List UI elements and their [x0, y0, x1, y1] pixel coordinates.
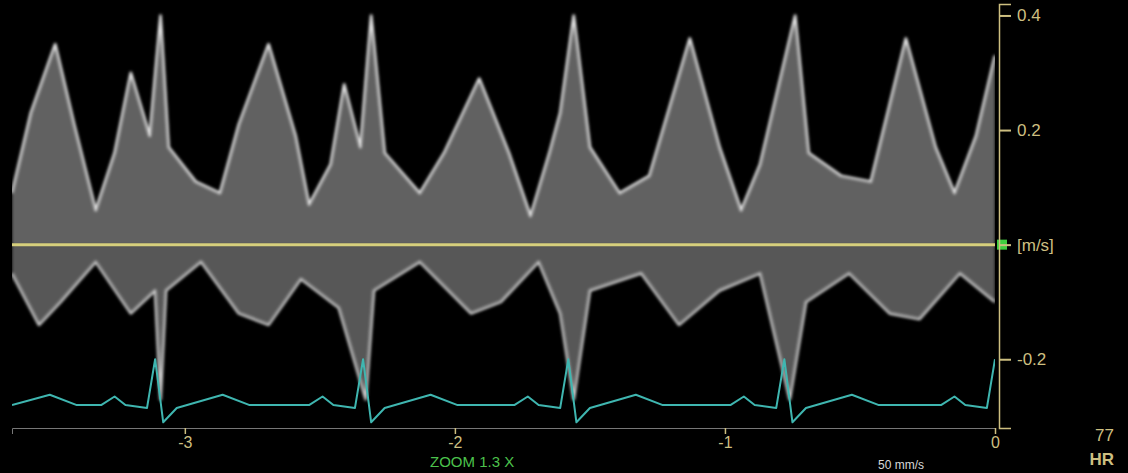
x-tick-mark: [995, 428, 997, 434]
x-tick: -1: [718, 428, 732, 451]
x-tick-mark: [455, 428, 457, 434]
y-tick-label: 0.4: [1017, 6, 1041, 25]
y-tick: [m/s]: [999, 236, 1054, 255]
y-tick-mark: [999, 15, 1011, 17]
sweep-speed: 50 mm/s: [878, 458, 924, 472]
y-tick: 0.4: [999, 6, 1041, 25]
chart: 0.4 0.2 [m/s] -0.2 -3 -2 -1 0 ZOOM 1.3 X 50 mm/s 7…: [0, 0, 1128, 473]
x-tick: -3: [178, 428, 192, 451]
zoom-label: ZOOM 1.3 X: [430, 453, 514, 470]
x-tick-mark: [185, 428, 187, 434]
spectrum-area: [12, 15, 995, 244]
y-tick-label: [m/s]: [1017, 236, 1054, 255]
y-axis: 0.4 0.2 [m/s] -0.2: [999, 5, 1054, 429]
y-tick-mark: [999, 359, 1011, 361]
x-tick: -2: [448, 428, 462, 451]
spectrum-area: [12, 245, 995, 400]
y-tick-label: 0.2: [1017, 121, 1041, 140]
x-axis: -3 -2 -1 0: [13, 428, 1001, 451]
y-tick: -0.2: [999, 350, 1046, 369]
y-tick: 0.2: [999, 121, 1041, 140]
y-tick-label: -0.2: [1017, 350, 1046, 369]
y-axis-line: [1000, 5, 1012, 429]
heart-rate-value: 77: [1095, 426, 1114, 445]
x-tick-label: -3: [178, 434, 192, 451]
plot-area: [12, 15, 995, 422]
x-tick: 0: [991, 428, 1000, 451]
ecg-trace: [12, 359, 995, 422]
x-tick-label: 0: [991, 434, 1000, 451]
x-tick-label: -1: [718, 434, 732, 451]
spectrum-envelope: [12, 262, 995, 400]
y-tick-mark: [999, 130, 1011, 132]
x-tick-mark: [725, 428, 727, 434]
x-axis-line: [13, 429, 996, 435]
background: [0, 0, 1128, 473]
x-tick-label: -2: [448, 434, 462, 451]
baseline: [12, 243, 995, 246]
y-tick-mark: [999, 244, 1011, 246]
heart-rate-label: HR: [1089, 450, 1114, 469]
spectrum-envelope: [12, 15, 995, 216]
